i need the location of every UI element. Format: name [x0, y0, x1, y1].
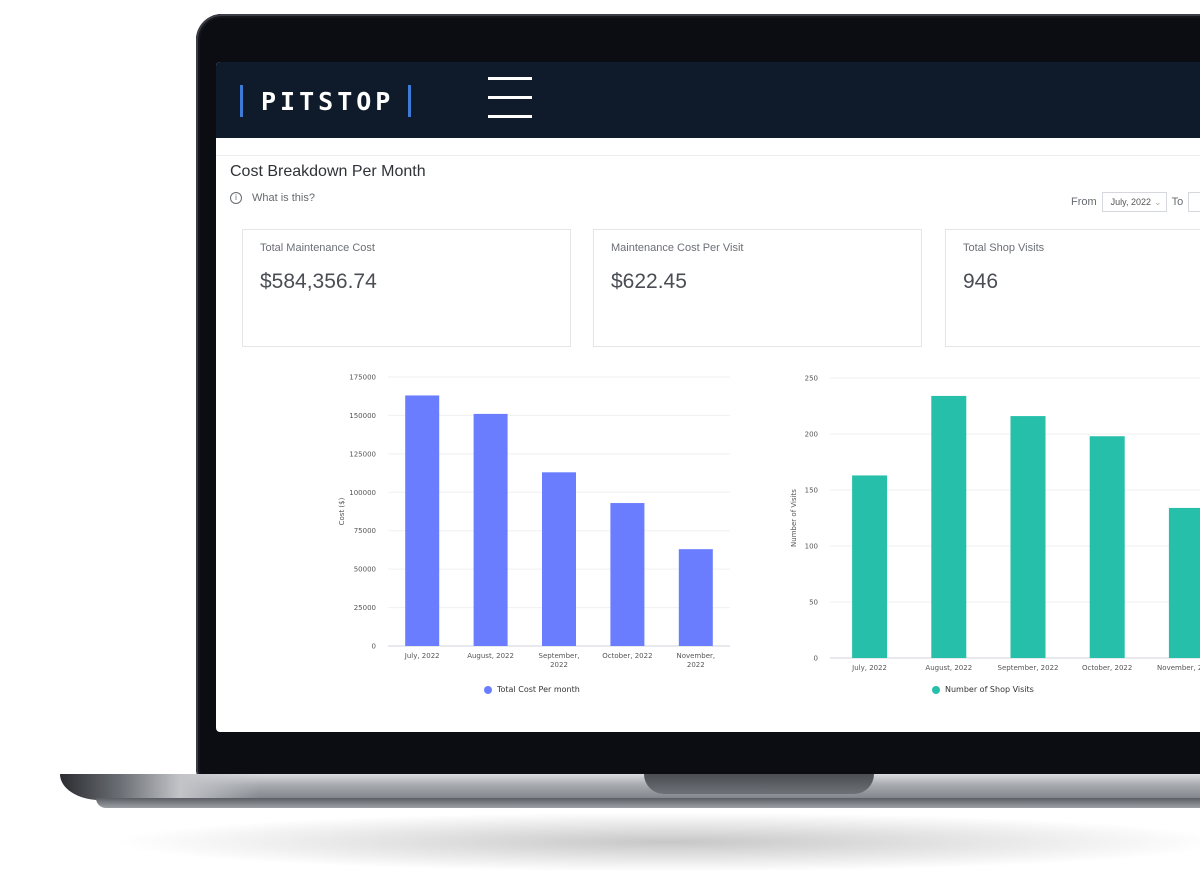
bar — [1089, 436, 1125, 658]
bar — [1010, 416, 1046, 658]
what-is-this-link[interactable]: i What is this? — [230, 192, 315, 204]
card-total-shop-visits: Total Shop Visits 946 — [945, 229, 1200, 347]
x-tick-label: September, 2022 — [998, 664, 1059, 672]
legend-dot — [484, 685, 492, 694]
card-value: 946 — [963, 270, 999, 293]
laptop-base-bottom — [96, 798, 1200, 808]
y-tick-label: 50 — [809, 599, 818, 607]
legend-label: Total Cost Per month — [497, 685, 580, 694]
help-text: What is this? — [252, 192, 315, 204]
laptop-base-edge — [60, 774, 260, 800]
cost-chart-legend[interactable]: Total Cost Per month — [484, 685, 580, 694]
hamburger-menu-icon[interactable] — [488, 77, 532, 119]
y-tick-label: 50000 — [354, 566, 376, 574]
bar — [852, 475, 888, 658]
x-tick-label: November, — [676, 652, 715, 660]
y-tick-label: 100000 — [349, 489, 376, 497]
bar — [473, 413, 508, 646]
y-tick-label: 0 — [814, 655, 818, 663]
y-tick-label: 250 — [805, 375, 818, 383]
to-date-select[interactable] — [1188, 192, 1200, 212]
x-tick-label: August, 2022 — [467, 652, 514, 660]
info-icon: i — [230, 192, 242, 204]
y-tick-label: 200 — [805, 431, 818, 439]
y-tick-label: 175000 — [349, 374, 376, 382]
laptop-notch — [644, 774, 874, 794]
legend-label: Number of Shop Visits — [945, 685, 1034, 694]
chevron-down-icon: ⌄ — [1154, 196, 1162, 207]
x-tick-label: October, 2022 — [602, 652, 652, 660]
date-range: From July, 2022 ⌄ To — [1071, 192, 1200, 212]
x-tick-label: October, 2022 — [1082, 664, 1132, 672]
card-value: $622.45 — [611, 270, 687, 293]
x-tick-label: August, 2022 — [925, 664, 972, 672]
x-tick-label: July, 2022 — [851, 664, 887, 672]
x-tick-label: 2022 — [687, 661, 705, 669]
x-tick-label: 2022 — [550, 661, 568, 669]
x-tick-label: November, 2022 — [1157, 664, 1200, 672]
logo-bar-right — [408, 85, 412, 117]
visits-chart-legend[interactable]: Number of Shop Visits — [932, 685, 1034, 694]
card-total-maintenance-cost: Total Maintenance Cost $584,356.74 — [242, 229, 571, 347]
y-axis-label: Number of Visits — [790, 489, 798, 547]
card-label: Total Maintenance Cost — [260, 242, 375, 254]
x-tick-label: September, — [539, 652, 580, 660]
y-tick-label: 150000 — [349, 412, 376, 420]
logo-bar-left — [240, 85, 243, 117]
bar — [931, 395, 967, 658]
legend-dot — [932, 685, 940, 694]
bar — [542, 472, 576, 646]
y-axis-label: Cost ($) — [338, 497, 346, 525]
brand-logo[interactable]: PITSTOP — [240, 85, 412, 117]
app-screen: PITSTOP Cost Breakdown Per Month i What … — [216, 62, 1200, 732]
card-value: $584,356.74 — [260, 270, 377, 293]
from-date-select[interactable]: July, 2022 ⌄ — [1101, 192, 1167, 212]
y-tick-label: 150 — [805, 487, 818, 495]
from-label: From — [1071, 196, 1097, 208]
bar — [610, 503, 645, 646]
y-tick-label: 100 — [805, 543, 818, 551]
y-tick-label: 25000 — [354, 604, 376, 612]
x-tick-label: July, 2022 — [404, 652, 440, 660]
bar — [1168, 507, 1200, 658]
card-label: Maintenance Cost Per Visit — [611, 242, 744, 254]
y-tick-label: 0 — [372, 643, 376, 651]
to-label: To — [1171, 196, 1184, 208]
cost-bar-chart: 0 25000 50000 75000 100000 125000 150000 175000… — [328, 362, 738, 682]
laptop-shadow — [110, 812, 1200, 872]
bar — [678, 549, 713, 646]
card-cost-per-visit: Maintenance Cost Per Visit $622.45 — [593, 229, 922, 347]
bar — [405, 395, 440, 646]
page-title: Cost Breakdown Per Month — [230, 163, 426, 180]
y-tick-label: 75000 — [354, 527, 376, 535]
content-divider — [216, 155, 1200, 156]
brand-name: PITSTOP — [261, 86, 395, 116]
from-date-value: July, 2022 — [1110, 197, 1152, 207]
y-tick-label: 125000 — [349, 450, 376, 458]
card-label: Total Shop Visits — [963, 242, 1045, 254]
top-navbar: PITSTOP — [216, 62, 1200, 138]
visits-bar-chart: 0 50 100 150 200 250 Number of Visits July, 202… — [782, 362, 1200, 682]
